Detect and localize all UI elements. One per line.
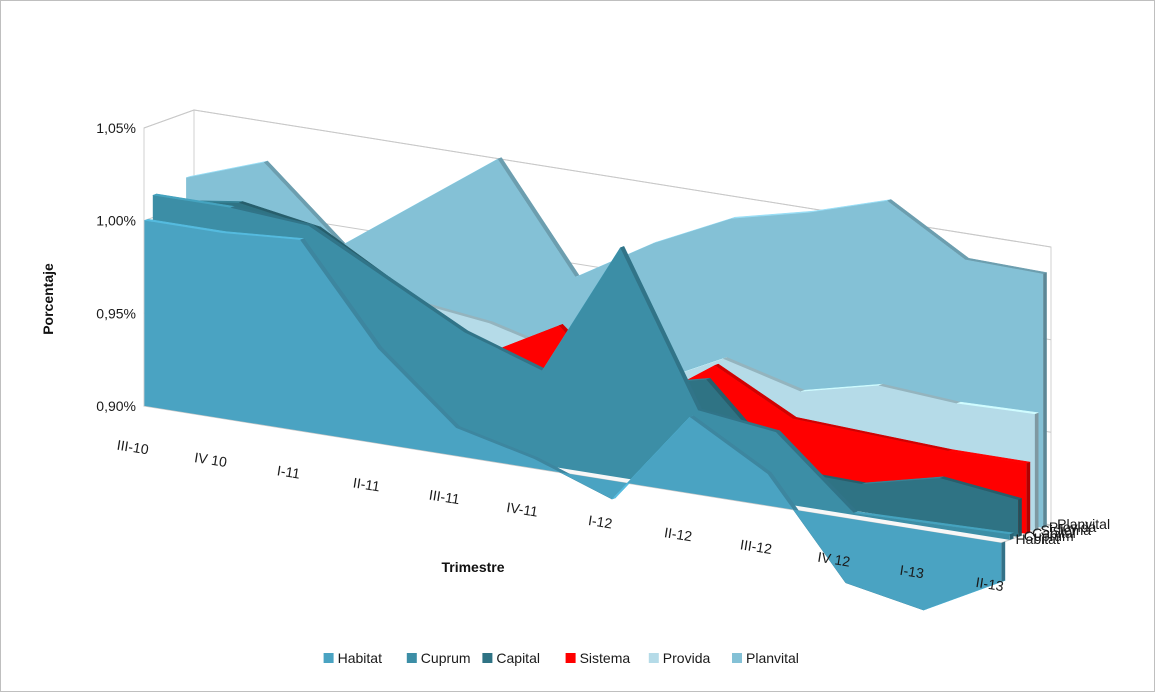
legend-item-provida: Provida [648, 650, 711, 666]
series-depth-labels: HabitatCuprumCapitalSistemaProvidaPlanvi… [1016, 516, 1111, 547]
legend-item-capital: Capital [482, 650, 540, 666]
x-tick-label: I-13 [899, 562, 926, 582]
series-depth-label: Provida [1049, 519, 1097, 535]
x-tick-label: I-11 [276, 462, 302, 481]
y-tick-label: 1,00% [96, 213, 136, 229]
legend-label: Provida [663, 650, 711, 666]
x-tick-label: IV 10 [193, 449, 228, 470]
x-tick-label: II-11 [352, 474, 381, 494]
series-end-sistema [1026, 462, 1031, 534]
legend-swatch [648, 653, 659, 663]
y-tick-label: 1,05% [96, 120, 136, 136]
legend-item-planvital: Planvital [732, 650, 799, 666]
legend-swatch [565, 653, 576, 663]
y-tick-labels: 0,90% 0,95% 1,00% 1,05% [96, 120, 136, 414]
x-tick-label: IV-11 [505, 499, 539, 520]
legend-swatch [482, 653, 493, 663]
series-area-habitat [144, 220, 1002, 611]
series-depth-label: Planvital [1057, 516, 1110, 532]
series-cuprum [151, 193, 1014, 540]
legend-item-cuprum: Cuprum [406, 650, 471, 666]
series-area-cuprum [152, 195, 1010, 540]
series-end-planvital [1043, 272, 1047, 528]
legend-swatch [732, 653, 742, 663]
x-tick-label: II-12 [663, 524, 693, 544]
legend-label: Capital [496, 650, 540, 666]
x-tick-label: III-10 [116, 437, 150, 458]
legend: Habitat Cuprum Capital Sistema Provida Planvi… [323, 650, 799, 666]
series-end-capital [1018, 498, 1022, 537]
x-axis-title: Trimestre [441, 559, 504, 575]
x-tick-label: III-11 [428, 487, 461, 508]
x-tick-labels: III-10 IV 10 I-11 II-11 III-11 IV-11 I-12 II-12… [116, 437, 1005, 595]
series-end-provida [1034, 412, 1039, 531]
series-depth-label: Cuprum [1024, 528, 1074, 544]
legend-swatch [323, 653, 334, 663]
legend-label: Planvital [746, 650, 799, 666]
legend-item-sistema: Sistema [565, 650, 631, 666]
x-tick-label: III-12 [739, 536, 773, 557]
legend-label: Habitat [338, 650, 382, 666]
legend-label: Cuprum [421, 650, 471, 666]
series-depth-label: Capital [1032, 525, 1076, 541]
series-layer [144, 157, 1048, 611]
legend-label: Sistema [580, 650, 631, 666]
legend-item-habitat: Habitat [323, 650, 382, 666]
y-tick-label: 0,95% [96, 305, 136, 321]
y-tick-label: 0,90% [96, 398, 136, 414]
x-tick-label: II-13 [975, 574, 1005, 594]
series-depth-label: Sistema [1041, 522, 1092, 538]
series-depth-label: Habitat [1016, 531, 1060, 547]
series-end-cuprum [1009, 532, 1014, 540]
series-end-habitat [1001, 541, 1006, 582]
gridline [143, 109, 1052, 248]
x-tick-label: IV 12 [817, 549, 852, 570]
x-tick-label: I-12 [587, 512, 614, 532]
y-axis-title: Porcentaje [40, 263, 56, 335]
series-habitat [144, 218, 1006, 611]
legend-swatch [406, 653, 417, 663]
